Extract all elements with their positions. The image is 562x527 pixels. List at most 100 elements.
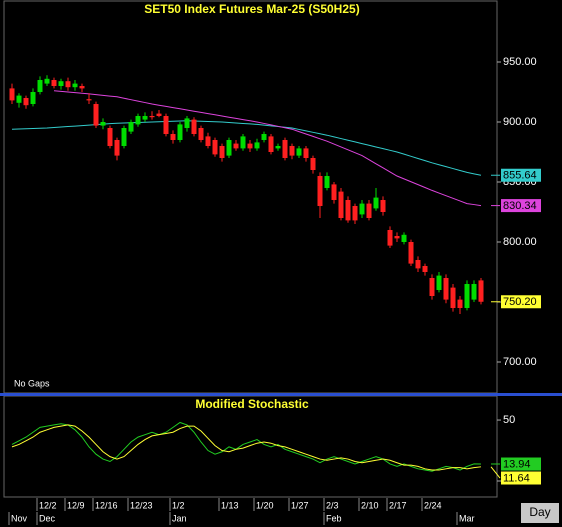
x-tick-label: 12/16 [95,500,118,510]
candle-body [296,148,302,156]
candle-body [352,206,358,221]
candle-body [170,134,176,140]
candle-body [44,78,50,84]
y-tick-label: 900.00 [503,116,537,128]
y-tick-label: 950.00 [503,56,537,68]
candle-body [275,146,281,149]
candle-body [345,200,351,221]
candle-body [324,176,330,188]
candle-body [338,191,344,218]
candle-body [79,86,85,89]
candle-body [380,200,386,212]
y-tick-label: 700.00 [503,356,537,368]
last-value-label: 11.64 [503,472,530,484]
candle-body [359,203,365,215]
candle-body [114,140,120,156]
candle-body [93,104,99,126]
candle-body [247,143,253,149]
last-value-box [501,471,541,485]
candle-body [37,80,43,92]
candle-body [51,80,57,86]
last-value-label: 830.34 [503,200,537,212]
candle-body [478,280,484,302]
last-value-box [501,168,541,182]
candle-body [464,284,470,308]
candle-body [254,142,260,149]
x-tick-label: 1/27 [291,500,309,510]
candle-body [443,278,449,300]
last-value-box [501,199,541,213]
month-label: Jan [172,513,187,523]
candle-body [317,176,323,206]
candle-body [289,146,295,156]
candle-body [240,136,246,149]
period-box [521,503,559,523]
y-tick-label: 50 [503,414,515,426]
x-tick-label: 1/13 [221,500,239,510]
candle-body [226,140,232,156]
chart-title: SET50 Index Futures Mar-25 (S50H25) [144,2,359,16]
candle-body [72,83,78,88]
candle-body [65,81,71,88]
candle-body [100,122,106,126]
candle-body [156,113,162,116]
last-value-label: 855.64 [503,170,537,182]
x-tick-label: 2/24 [424,500,442,510]
candle-body [373,197,379,209]
y-tick-label: 800.00 [503,236,537,248]
candle-body [303,148,309,158]
x-tick-label: 1/2 [172,500,185,510]
month-label: Mar [459,513,475,523]
candle-body [23,98,29,106]
candle-body [121,128,127,146]
month-label: Feb [326,513,342,523]
candle-body [268,136,274,152]
candle-body [310,158,316,170]
x-tick-label: 2/3 [326,500,339,510]
last-value-pointer [490,466,501,479]
candle-body [219,146,225,158]
candle-body [471,284,477,300]
x-tick-label: 2/17 [389,500,407,510]
month-label: Dec [39,513,56,523]
candle-body [408,242,414,264]
x-tick-label: 1/20 [256,500,274,510]
candle-body [191,119,197,134]
candle-body [30,92,36,104]
line [53,90,482,207]
candle-body [177,124,183,140]
candle-body [135,116,141,125]
x-tick-label: 12/9 [67,500,85,510]
candle-body [233,143,239,149]
last-value-label: 750.20 [503,296,537,308]
candle-body [212,140,218,155]
candle-body [331,184,337,200]
candle-body [149,116,155,118]
candle-body [198,128,204,140]
candle-body [184,118,190,128]
last-value-box [501,295,541,309]
x-tick-label: 12/23 [130,500,153,510]
month-label: Nov [11,513,28,523]
candle-body [429,278,435,296]
candle-body [387,230,393,246]
period-label: Day [529,505,550,519]
candle-body [394,236,400,239]
candle-body [401,234,407,242]
candle-body [415,260,421,269]
candle-body [163,116,169,134]
candle-body [142,116,148,120]
candle-body [205,136,211,146]
candle-body [450,287,456,308]
candle-body [9,88,15,101]
candle-body [58,81,64,86]
candle-body [261,134,267,140]
candle-body [457,299,463,308]
x-tick-label: 12/2 [39,500,57,510]
indicator-title: Modified Stochastic [195,397,309,411]
candle-body [86,99,92,101]
annotation: No Gaps [14,378,50,388]
candle-body [16,95,22,103]
candle-body [436,275,442,290]
